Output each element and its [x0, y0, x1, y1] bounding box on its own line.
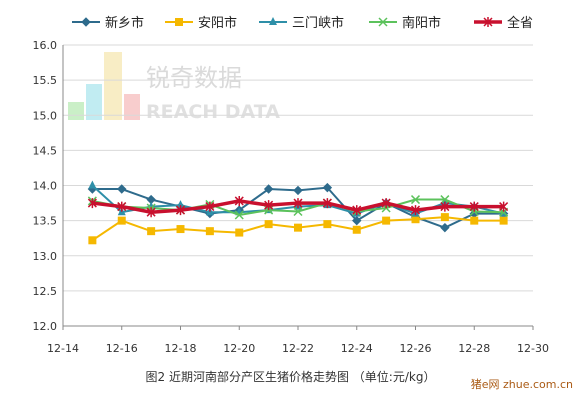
legend: 新乡市 安阳市 三门峡市 南阳市 全省: [72, 15, 533, 31]
legend-label: 南阳市: [402, 15, 441, 31]
data-point: [146, 207, 156, 218]
legend-swatch-marker: [81, 17, 91, 27]
data-point: [88, 180, 97, 189]
data-point: [147, 227, 156, 236]
data-point: [352, 215, 362, 226]
data-point: [470, 216, 479, 225]
site-badge: 猪e网 zhue.com.cn: [471, 376, 573, 392]
plot-area: 12.0 12.5 13.0 13.5 14.0 14.5 15.0 15.5 16.0 12-1…: [33, 39, 549, 355]
data-point: [87, 198, 97, 209]
data-point: [264, 220, 273, 229]
data-point: [234, 210, 244, 220]
data-point: [499, 201, 509, 212]
legend-item-4: 南阳市: [369, 15, 441, 31]
x-tick-label: 12-24: [341, 342, 373, 355]
site-badge-brand: 猪e网: [470, 378, 500, 391]
legend-label: 新乡市: [105, 15, 144, 31]
data-point: [440, 201, 450, 212]
y-tick-label: 15.5: [33, 74, 58, 87]
legend-swatch-marker: [483, 17, 493, 27]
x-tick-label: 12-28: [458, 342, 490, 355]
chart-caption: 图2 近期河南部分产区生猪价格走势图 （单位:元/kg）: [145, 370, 436, 384]
y-tick-label: 12.0: [33, 320, 58, 333]
y-tick-label: 13.5: [33, 215, 58, 228]
data-point: [323, 220, 332, 229]
watermark-bar-red: [124, 94, 140, 120]
legend-item-3: 三门峡市: [259, 15, 344, 31]
x-tick-label: 12-30: [517, 342, 549, 355]
y-tick-label: 15.0: [33, 109, 58, 122]
legend-label: 三门峡市: [292, 15, 344, 31]
x-tick-label: 12-20: [223, 342, 255, 355]
legend-label: 安阳市: [198, 15, 237, 31]
data-point: [205, 201, 215, 212]
legend-label: 全省: [507, 15, 533, 31]
data-point: [235, 228, 244, 237]
data-point: [234, 195, 244, 206]
data-point: [88, 236, 97, 245]
data-point: [176, 225, 185, 234]
data-point: [352, 225, 361, 234]
y-tick-label: 13.0: [33, 250, 58, 263]
x-tick-label: 12-14: [47, 342, 79, 355]
watermark-logo: 锐奇数据 REACH DATA: [68, 52, 280, 123]
x-tick-label: 12-16: [106, 342, 138, 355]
x-tick-label: 12-26: [400, 342, 432, 355]
data-point: [293, 198, 303, 209]
data-point: [410, 195, 421, 205]
y-tick-label: 14.0: [33, 180, 58, 193]
watermark-bar-green: [68, 102, 84, 120]
legend-item-5: 全省: [474, 15, 533, 31]
watermark-bar-cyan: [86, 84, 102, 120]
data-point: [440, 195, 450, 205]
legend-swatch-marker: [269, 17, 277, 25]
data-point: [117, 184, 127, 194]
legend-item-1: 新乡市: [72, 15, 144, 31]
legend-swatch-marker: [175, 18, 183, 26]
watermark-brand-cn: 锐奇数据: [146, 64, 242, 92]
data-point: [176, 200, 185, 209]
site-badge-domain: zhue.com.cn: [503, 378, 573, 391]
legend-swatch-marker: [378, 17, 388, 27]
watermark-brand-en: REACH DATA: [146, 101, 280, 123]
data-point: [411, 215, 420, 224]
data-point: [117, 216, 126, 225]
y-tick-label: 12.5: [33, 285, 58, 298]
data-point: [469, 201, 479, 212]
data-point: [293, 206, 303, 217]
data-point: [410, 205, 421, 216]
data-point: [263, 184, 274, 194]
y-tick-label: 14.5: [33, 144, 58, 157]
data-point: [264, 200, 274, 211]
series-5: [87, 195, 509, 218]
data-point: [322, 182, 333, 193]
data-point: [293, 185, 303, 196]
data-point: [117, 201, 127, 212]
legend-item-2: 安阳市: [165, 15, 237, 31]
series-2: [88, 213, 508, 245]
data-point: [440, 222, 450, 233]
data-point: [440, 213, 449, 222]
data-point: [175, 205, 186, 216]
data-point: [322, 198, 332, 209]
data-point: [381, 198, 391, 209]
y-tick-label: 16.0: [33, 39, 58, 52]
watermark-bar-yellow: [104, 52, 122, 120]
x-tick-label: 12-22: [282, 342, 314, 355]
data-point: [352, 205, 362, 216]
data-point: [382, 216, 391, 225]
x-tick-label: 12-18: [165, 342, 197, 355]
data-point: [294, 223, 302, 232]
data-point: [499, 216, 508, 225]
data-point: [205, 227, 214, 236]
